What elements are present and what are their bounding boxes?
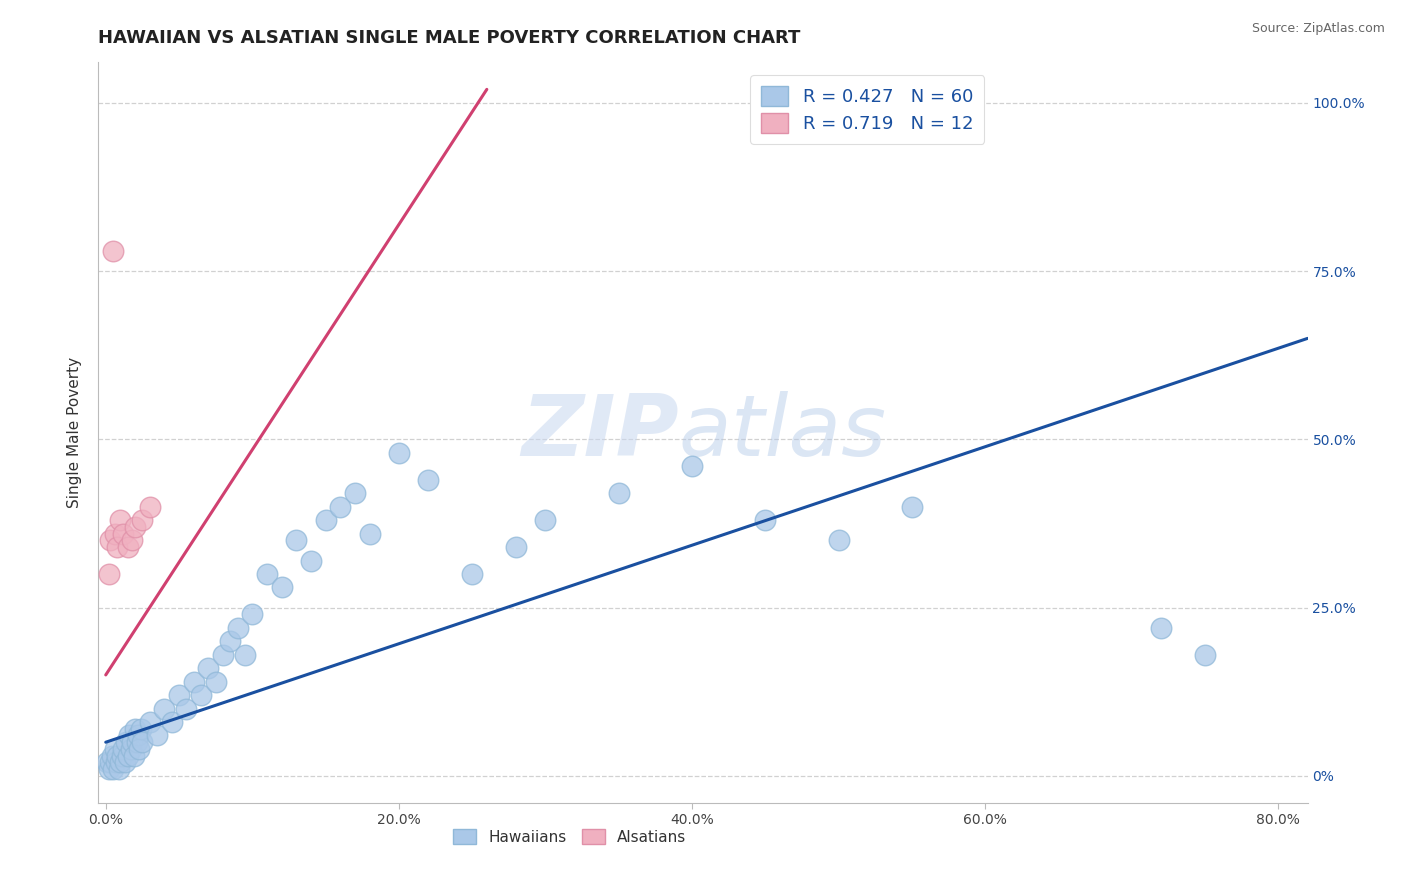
Point [505, 540, 527, 554]
Point [124, 520, 146, 534]
Point [101, 762, 124, 776]
Point [607, 486, 630, 500]
Text: ZIP: ZIP [522, 391, 679, 475]
Point [138, 500, 160, 514]
Point [128, 742, 150, 756]
Text: HAWAIIAN VS ALSATIAN SINGLE MALE POVERTY CORRELATION CHART: HAWAIIAN VS ALSATIAN SINGLE MALE POVERTY… [98, 29, 801, 47]
Point [299, 553, 322, 567]
Point [461, 566, 484, 581]
Text: atlas: atlas [679, 391, 887, 475]
Point [131, 735, 153, 749]
Point [359, 526, 381, 541]
Point [111, 748, 134, 763]
Point [315, 513, 337, 527]
Point [240, 607, 263, 622]
Y-axis label: Single Male Poverty: Single Male Poverty [67, 357, 83, 508]
Point [117, 540, 139, 554]
Point [97, 566, 120, 581]
Point [418, 473, 440, 487]
Point [114, 756, 136, 770]
Point [138, 714, 160, 729]
Point [901, 500, 924, 514]
Point [183, 674, 205, 689]
Point [146, 729, 169, 743]
Point [197, 661, 219, 675]
Point [329, 500, 352, 514]
Point [1194, 648, 1216, 662]
Point [100, 748, 122, 763]
Point [226, 621, 249, 635]
Point [112, 742, 135, 756]
Point [110, 513, 132, 527]
Point [190, 688, 212, 702]
Point [388, 446, 411, 460]
Point [96, 756, 118, 770]
Point [115, 735, 138, 749]
Text: Source: ZipAtlas.com: Source: ZipAtlas.com [1251, 22, 1385, 36]
Point [204, 674, 226, 689]
Point [681, 459, 703, 474]
Point [107, 748, 129, 763]
Point [827, 533, 849, 548]
Point [112, 526, 135, 541]
Point [131, 513, 153, 527]
Point [124, 722, 146, 736]
Point [97, 762, 120, 776]
Point [121, 735, 143, 749]
Point [167, 688, 190, 702]
Legend: Hawaiians, Alsatians: Hawaiians, Alsatians [447, 822, 693, 851]
Point [98, 533, 121, 548]
Point [754, 513, 776, 527]
Point [176, 701, 198, 715]
Point [121, 533, 143, 548]
Point [534, 513, 557, 527]
Point [108, 762, 131, 776]
Point [101, 244, 124, 258]
Point [103, 742, 125, 756]
Point [103, 526, 125, 541]
Point [153, 701, 176, 715]
Point [160, 714, 183, 729]
Point [219, 634, 242, 648]
Point [122, 748, 145, 763]
Point [129, 722, 152, 736]
Point [1150, 621, 1173, 635]
Point [270, 581, 292, 595]
Point [110, 756, 132, 770]
Point [125, 735, 148, 749]
Point [285, 533, 308, 548]
Point [127, 729, 149, 743]
Point [120, 742, 142, 756]
Point [233, 648, 256, 662]
Point [343, 486, 366, 500]
Point [98, 756, 121, 770]
Point [118, 729, 141, 743]
Point [256, 566, 278, 581]
Point [105, 756, 128, 770]
Point [212, 648, 235, 662]
Point [107, 540, 129, 554]
Point [117, 748, 139, 763]
